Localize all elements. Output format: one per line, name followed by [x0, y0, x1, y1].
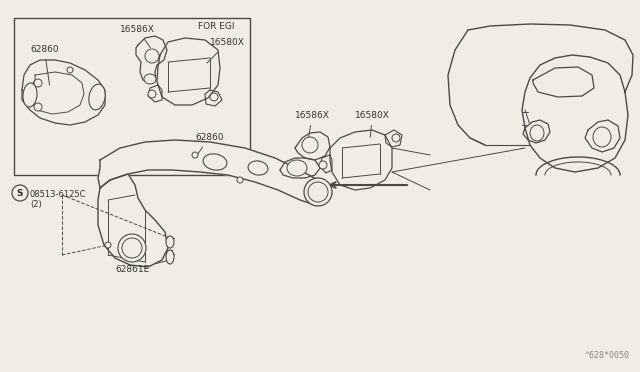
Ellipse shape — [192, 152, 198, 158]
Polygon shape — [157, 38, 220, 105]
Ellipse shape — [148, 90, 156, 98]
Ellipse shape — [308, 182, 328, 202]
Text: 16586X: 16586X — [295, 111, 330, 137]
Polygon shape — [523, 120, 550, 143]
Polygon shape — [148, 85, 162, 102]
Polygon shape — [385, 130, 402, 147]
Ellipse shape — [203, 154, 227, 170]
Ellipse shape — [166, 236, 174, 248]
Ellipse shape — [12, 185, 28, 201]
Polygon shape — [136, 36, 167, 83]
Text: 16586X: 16586X — [120, 25, 155, 48]
Text: 62861E: 62861E — [115, 261, 167, 274]
Polygon shape — [280, 158, 320, 178]
Polygon shape — [22, 60, 105, 125]
Ellipse shape — [122, 238, 142, 258]
Bar — [14, 18, 250, 175]
Ellipse shape — [593, 127, 611, 147]
Ellipse shape — [392, 134, 400, 142]
Ellipse shape — [118, 234, 146, 262]
Text: 62860: 62860 — [195, 133, 223, 156]
Ellipse shape — [166, 250, 174, 264]
Ellipse shape — [237, 177, 243, 183]
Text: 16580X: 16580X — [207, 38, 245, 63]
Ellipse shape — [302, 137, 318, 153]
Polygon shape — [30, 72, 84, 114]
Polygon shape — [320, 155, 332, 173]
Polygon shape — [330, 130, 392, 190]
Polygon shape — [98, 174, 168, 267]
Ellipse shape — [319, 161, 327, 169]
Ellipse shape — [67, 67, 73, 73]
Text: (2): (2) — [30, 200, 42, 209]
Polygon shape — [585, 120, 620, 152]
Ellipse shape — [304, 178, 332, 206]
Text: FOR EGI: FOR EGI — [198, 22, 235, 31]
Polygon shape — [205, 90, 222, 106]
Polygon shape — [295, 132, 330, 160]
Ellipse shape — [89, 84, 105, 110]
Ellipse shape — [23, 83, 37, 107]
Ellipse shape — [287, 160, 307, 176]
Ellipse shape — [530, 125, 544, 141]
Ellipse shape — [248, 161, 268, 175]
Text: 16580X: 16580X — [355, 111, 390, 137]
Ellipse shape — [34, 103, 42, 111]
Ellipse shape — [145, 49, 159, 63]
Ellipse shape — [144, 74, 156, 84]
Text: 62860: 62860 — [30, 45, 59, 85]
Ellipse shape — [105, 242, 111, 248]
Polygon shape — [98, 140, 328, 205]
Text: ^628*0050: ^628*0050 — [585, 351, 630, 360]
Ellipse shape — [34, 79, 42, 87]
Text: 08513-6125C: 08513-6125C — [30, 190, 86, 199]
Ellipse shape — [210, 93, 218, 101]
Text: S: S — [17, 189, 23, 198]
